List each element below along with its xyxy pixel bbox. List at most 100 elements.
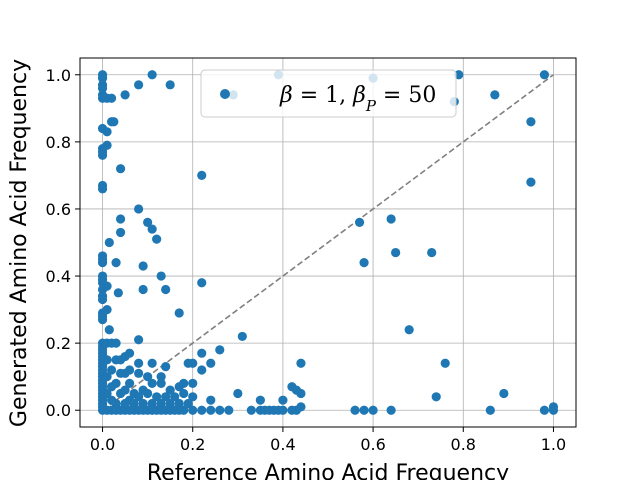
data-point (111, 338, 121, 348)
data-point (115, 227, 126, 238)
data-point (115, 164, 126, 174)
data-point (224, 405, 234, 415)
y-tick-label: 0.8 (46, 133, 71, 152)
data-point (206, 405, 216, 415)
data-point (359, 258, 369, 268)
data-point (97, 150, 108, 160)
data-point (156, 271, 166, 281)
data-point (539, 405, 550, 415)
data-point (147, 224, 157, 234)
data-point (255, 395, 265, 405)
data-point (278, 395, 288, 405)
data-points (97, 70, 559, 415)
data-point (120, 385, 130, 395)
data-point (143, 372, 153, 382)
data-point (368, 405, 378, 415)
data-point (161, 392, 171, 402)
y-tick-label: 0.2 (46, 334, 71, 353)
data-point (427, 247, 437, 258)
data-point (188, 405, 198, 415)
data-point (125, 378, 135, 388)
data-point (106, 365, 117, 375)
data-point (197, 365, 207, 375)
data-point (188, 392, 198, 402)
y-axis-label: Generated Amino Acid Frequency (7, 59, 32, 427)
x-axis-ticks: 0.0 0.2 0.4 0.6 0.8 1.0 (90, 427, 566, 454)
data-point (104, 237, 114, 248)
data-point (134, 204, 144, 214)
data-point (490, 90, 500, 100)
data-point (156, 378, 166, 388)
data-point (197, 348, 207, 358)
x-tick-label: 0.8 (451, 435, 476, 454)
data-point (97, 294, 108, 305)
data-point (188, 378, 198, 388)
data-point (359, 405, 369, 415)
data-point (152, 234, 162, 244)
data-point (386, 214, 396, 224)
data-point (183, 398, 193, 409)
data-point (215, 405, 225, 415)
data-point (431, 392, 441, 402)
data-point (188, 358, 198, 368)
data-point (391, 247, 401, 258)
data-point (161, 362, 171, 372)
data-point (106, 93, 117, 103)
data-point (152, 392, 162, 402)
data-point (404, 325, 414, 335)
data-point (102, 355, 112, 365)
data-point (115, 214, 126, 224)
data-point (143, 388, 153, 399)
data-point (161, 284, 171, 295)
data-point (134, 368, 144, 378)
data-point (350, 405, 360, 415)
plot-frame (79, 57, 577, 428)
data-point (485, 405, 495, 415)
x-tick-label: 0.0 (90, 435, 115, 454)
data-point (97, 184, 108, 194)
data-point (174, 398, 184, 409)
data-point (134, 392, 144, 402)
identity-reference-line (102, 74, 554, 411)
data-point (165, 80, 175, 90)
data-point (138, 261, 148, 271)
data-point (170, 392, 180, 402)
data-point (165, 398, 175, 409)
data-point (179, 405, 189, 415)
y-axis-ticks: 0.0 0.2 0.4 0.6 0.8 1.0 (46, 66, 80, 420)
data-point (499, 388, 509, 399)
data-point (113, 288, 123, 298)
data-point (134, 358, 144, 368)
data-point (197, 405, 207, 415)
data-point (156, 398, 166, 409)
x-axis-label: Reference Amino Acid Frequency (147, 461, 509, 480)
legend-label: β = 1, βP = 50 (279, 83, 436, 115)
y-tick-label: 0.4 (46, 267, 71, 286)
data-point (539, 70, 550, 80)
data-point (111, 398, 121, 409)
y-tick-label: 0.0 (46, 401, 71, 420)
data-point (120, 90, 130, 100)
data-point (104, 325, 114, 335)
data-point (111, 378, 121, 388)
data-point (526, 117, 536, 127)
data-point (102, 372, 112, 382)
data-point (97, 258, 108, 268)
data-point (233, 388, 243, 399)
data-point (102, 304, 112, 315)
legend: β = 1, βP = 50 (200, 69, 457, 118)
data-point (165, 385, 175, 395)
x-tick-label: 0.6 (360, 435, 385, 454)
x-tick-label: 1.0 (541, 435, 566, 454)
data-point (147, 378, 157, 388)
data-point (109, 117, 119, 127)
data-point (129, 398, 139, 409)
data-point (237, 331, 247, 342)
data-point (102, 388, 112, 399)
data-point (278, 405, 288, 415)
data-point (206, 358, 216, 368)
data-point (147, 398, 157, 409)
legend-box (200, 69, 457, 118)
data-point (179, 388, 189, 399)
